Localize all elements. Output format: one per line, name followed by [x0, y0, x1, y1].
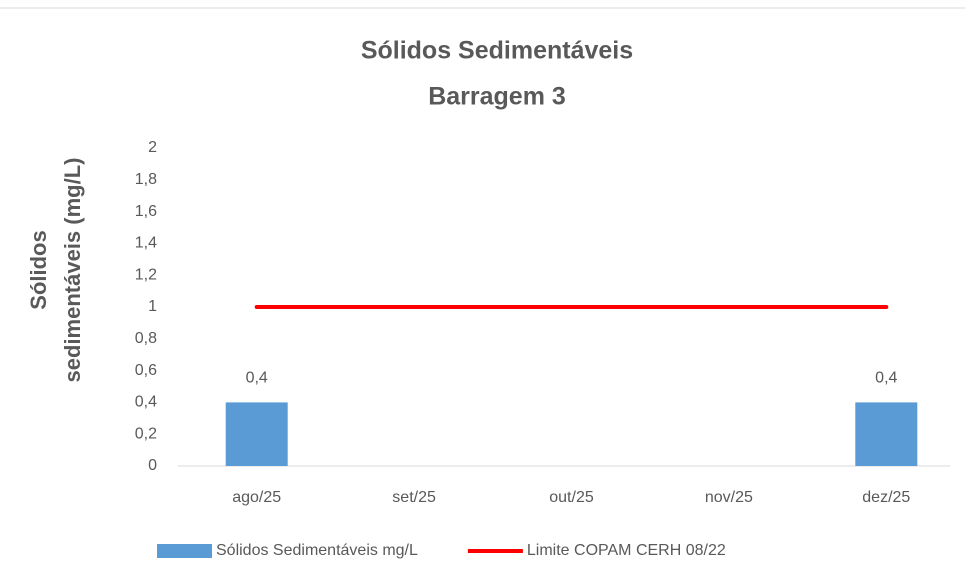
y-tick-label: 0,2	[135, 425, 157, 442]
bar	[225, 402, 288, 466]
legend-swatch	[157, 544, 212, 558]
bar	[855, 402, 918, 466]
chart-subtitle: Barragem 3	[428, 83, 566, 111]
legend-label: Limite COPAM CERH 08/22	[527, 542, 726, 559]
y-tick-label: 0,6	[135, 362, 157, 379]
x-tick-label: out/25	[549, 489, 594, 506]
y-tick-label: 1,2	[135, 266, 157, 283]
x-tick-label: dez/25	[862, 489, 910, 506]
y-tick-label: 2	[148, 139, 157, 156]
x-tick-label: nov/25	[705, 489, 753, 506]
y-tick-label: 0,4	[135, 394, 157, 411]
data-label: 0,4	[246, 370, 268, 387]
y-tick-label: 0,8	[135, 330, 157, 347]
y-tick-label: 1,6	[135, 203, 157, 220]
y-tick-label: 1	[148, 298, 157, 315]
y-tick-label: 0	[148, 457, 157, 474]
y-axis-title: Sólidos	[26, 230, 51, 309]
x-tick-label: ago/25	[232, 489, 281, 506]
data-label: 0,4	[875, 370, 897, 387]
y-tick-label: 1,8	[135, 171, 157, 188]
x-tick-label: set/25	[392, 489, 436, 506]
legend-label: Sólidos Sedimentáveis mg/L	[216, 542, 418, 559]
chart-title: Sólidos Sedimentáveis	[361, 37, 633, 65]
y-tick-label: 1,4	[135, 235, 157, 252]
y-axis-title: sedimentáveis (mg/L)	[60, 158, 85, 383]
